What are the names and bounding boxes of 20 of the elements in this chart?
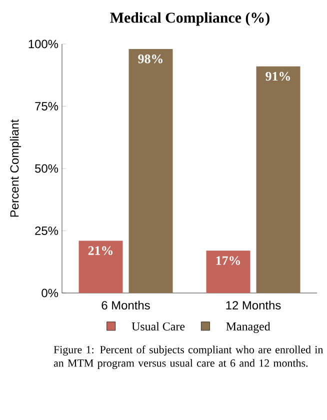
data-label: 17%	[216, 256, 240, 265]
bar	[128, 48, 173, 293]
y-tick-label: 25%	[35, 226, 58, 235]
y-tick-label: 50%	[35, 164, 58, 173]
bar	[206, 250, 250, 293]
bar	[256, 66, 300, 293]
x-tick-label: 6 Months	[102, 300, 150, 310]
data-label: 91%	[266, 72, 290, 81]
y-tick-label: 0%	[42, 288, 58, 298]
chart-title: Medical Compliance (%)	[110, 12, 270, 26]
data-label: 21%	[88, 246, 112, 256]
y-tick-label: 100%	[28, 40, 58, 48]
y-tick-label: 75%	[35, 102, 58, 110]
data-label: 98%	[138, 54, 162, 64]
caption: Figure 1: Percent of subjects compliant who are enrolled in an MTM program versus usual care at 6 and 12 months.	[54, 346, 324, 370]
x-tick-label: 12 Months	[226, 300, 281, 310]
y-axis-title: Percent Compliant	[10, 119, 22, 217]
legend-label: Managed	[226, 322, 270, 333]
bar	[78, 240, 123, 293]
legend-label: Usual Care	[132, 322, 185, 330]
